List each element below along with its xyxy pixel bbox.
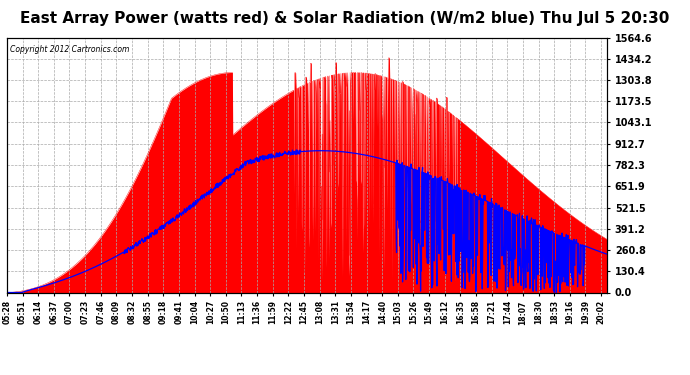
Text: East Array Power (watts red) & Solar Radiation (W/m2 blue) Thu Jul 5 20:30: East Array Power (watts red) & Solar Rad…: [20, 11, 670, 26]
Text: Copyright 2012 Cartronics.com: Copyright 2012 Cartronics.com: [10, 45, 129, 54]
